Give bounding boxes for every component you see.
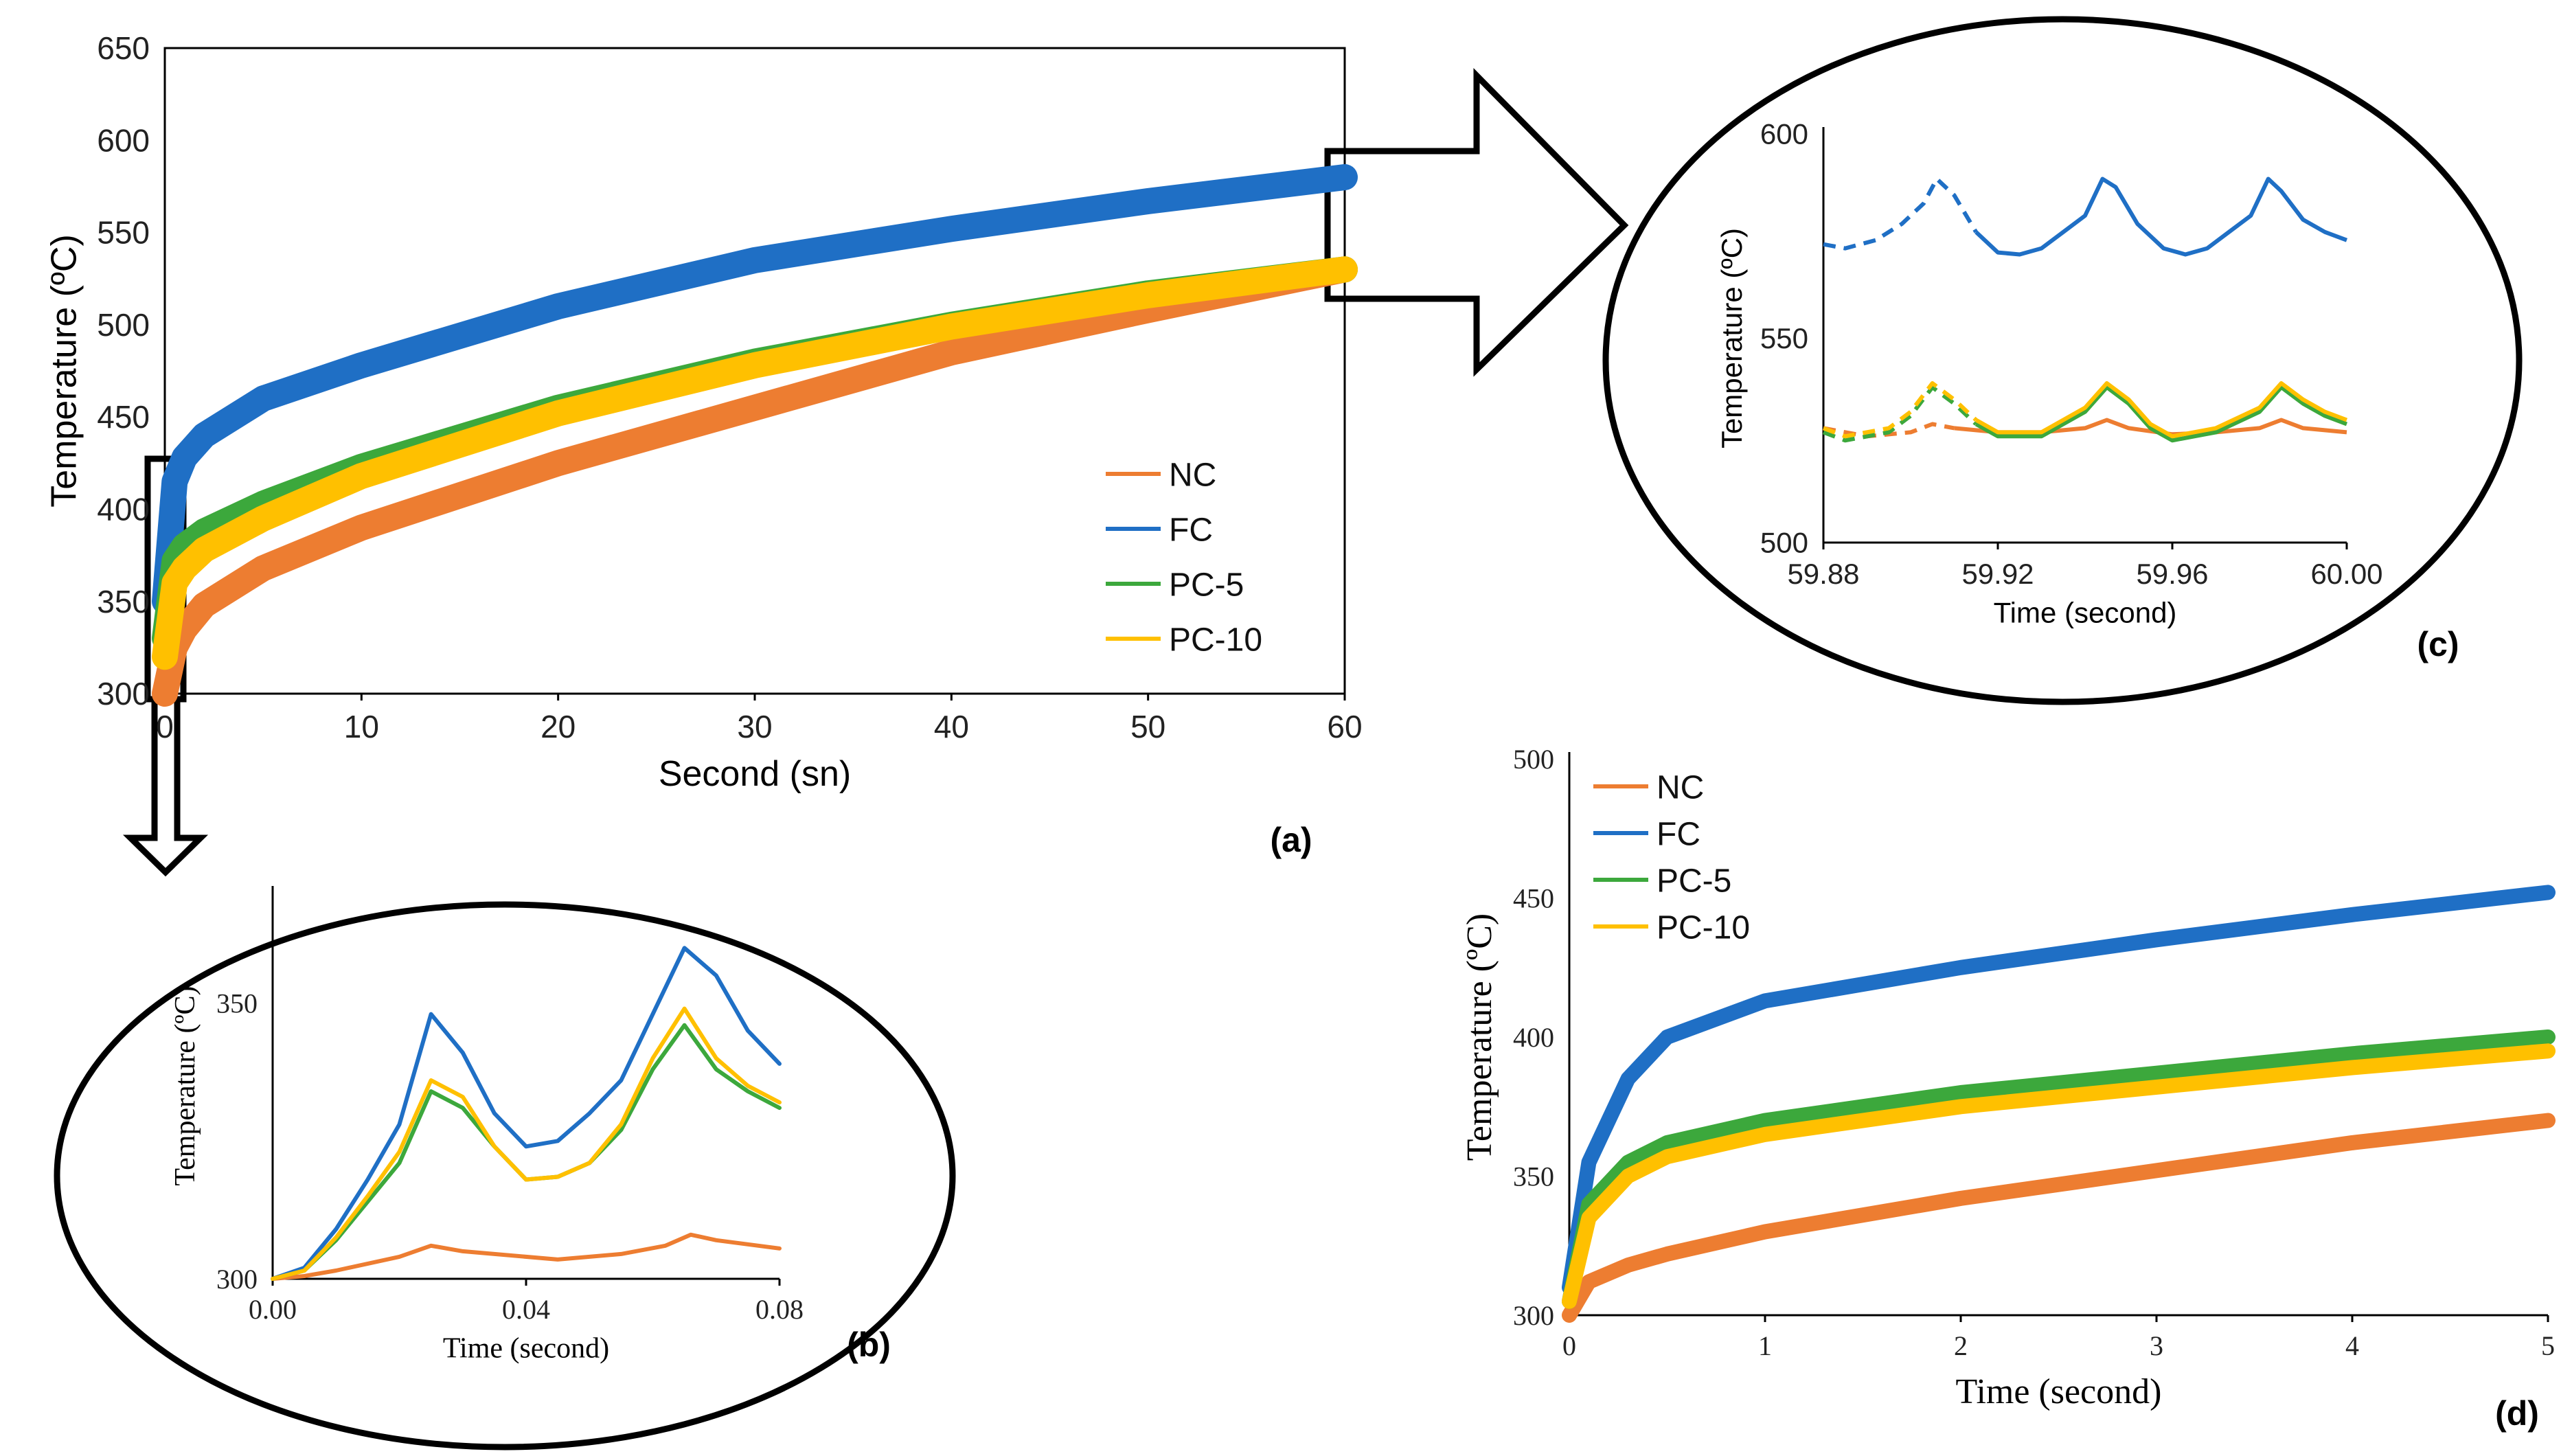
series-line-pc-5 — [1562, 1030, 2556, 1309]
chart-panel-d: 0 1 2 3 4 5 300 350 400 450 500 Time (second) Temper… — [1460, 744, 2556, 1433]
chart-panel-b: 0.00 0.04 0.08 300 350 Time (second) Temperatu… — [170, 886, 891, 1365]
zoom-ellipse-c — [1602, 16, 2523, 705]
series-line-pc-5 — [152, 256, 1358, 652]
legend-label-pc-5: PC-5 — [1169, 567, 1244, 603]
x-tick-label: 30 — [737, 709, 772, 744]
y-tick-label: 600 — [97, 122, 150, 158]
series-line-fc — [152, 164, 1358, 615]
series-line-fc — [271, 946, 782, 1281]
legend-label-fc: FC — [1657, 816, 1700, 852]
x-tick-label: 59.88 — [1787, 558, 1859, 590]
chart-panel-c: 59.88 59.92 59.96 60.00 500 550 600 Time (secon… — [1716, 118, 2459, 663]
x-tick-label: 0.04 — [502, 1294, 550, 1325]
zoom-arrow-down — [122, 696, 209, 877]
panel-label: (c) — [2417, 625, 2459, 663]
y-tick-label: 550 — [97, 215, 150, 251]
y-axis-label: Temperature (ºC) — [170, 986, 201, 1185]
series-line-pc-10 — [271, 1006, 782, 1281]
y-tick-label: 600 — [1760, 118, 1808, 150]
y-tick-label: 500 — [1760, 527, 1808, 559]
y-tick-label: 300 — [97, 676, 150, 712]
x-tick-label: 0.08 — [755, 1294, 804, 1325]
x-tick-label: 40 — [934, 709, 969, 744]
x-tick-label: 4 — [2345, 1330, 2359, 1361]
panel-label: (a) — [1270, 821, 1312, 859]
zoom-indicators — [54, 16, 2523, 1451]
series-line-fc — [1562, 885, 2556, 1295]
series-line-pc-10 — [1562, 1043, 2556, 1309]
x-tick-label: 0 — [156, 709, 174, 744]
series-line-nc — [1562, 1113, 2556, 1323]
x-tick-label: 60.00 — [2310, 558, 2382, 590]
y-tick-label: 400 — [97, 492, 150, 527]
x-tick-label: 59.96 — [2136, 558, 2208, 590]
y-tick-label: 300 — [216, 1264, 258, 1295]
y-tick-label: 350 — [97, 584, 150, 619]
x-tick-label: 60 — [1327, 709, 1362, 744]
y-tick-label: 350 — [1513, 1161, 1554, 1192]
x-axis-label: Time (second) — [1956, 1372, 2162, 1411]
y-tick-label: 400 — [1513, 1022, 1554, 1053]
y-tick-label: 650 — [97, 30, 150, 66]
y-tick-label: 500 — [1513, 744, 1554, 775]
x-tick-label: 0 — [1562, 1330, 1576, 1361]
series-line-fc — [1974, 177, 2348, 257]
series-line-pc-10 — [152, 256, 1358, 670]
y-axis-label: Temperature (ºC) — [44, 234, 84, 508]
series-line-nc — [152, 256, 1358, 707]
x-axis-label: Time (second) — [443, 1333, 609, 1365]
series-line-pc-5-dashed — [1822, 385, 1978, 443]
series-line-fc-dashed — [1823, 177, 1978, 251]
x-axis-label: Time (second) — [1994, 597, 2177, 629]
y-tick-label: 450 — [1513, 883, 1554, 914]
y-axis-label: Temperature (ºC) — [1716, 228, 1748, 448]
zoom-arrow-right — [1324, 68, 1629, 377]
series-line-pc-10-dashed — [1822, 381, 1978, 439]
x-tick-label: 10 — [344, 709, 379, 744]
x-tick-label: 20 — [540, 709, 576, 744]
x-tick-label: 1 — [1758, 1330, 1772, 1361]
x-tick-label: 2 — [1954, 1330, 1968, 1361]
x-tick-label: 3 — [2150, 1330, 2163, 1361]
y-tick-label: 350 — [216, 988, 258, 1019]
chart-panel-a: 0 10 20 30 40 50 60 300 350 400 450 500 550 600 650 Sec… — [44, 30, 1362, 859]
series-line-pc-5 — [1974, 385, 2348, 443]
x-tick-label: 59.92 — [1961, 558, 2034, 590]
x-tick-label: 5 — [2541, 1330, 2555, 1361]
x-axis-label: Second (sn) — [659, 754, 851, 794]
legend-label-fc: FC — [1169, 512, 1213, 548]
zoom-ellipse-b — [54, 901, 956, 1451]
y-tick-label: 300 — [1513, 1300, 1554, 1331]
y-tick-label: 500 — [97, 307, 150, 343]
legend-label-pc-10: PC-10 — [1169, 622, 1262, 658]
legend-label-nc: NC — [1657, 769, 1704, 806]
panel-label: (d) — [2495, 1394, 2539, 1433]
x-tick-label: 50 — [1130, 709, 1165, 744]
y-tick-label: 450 — [97, 399, 150, 435]
legend-label-pc-10: PC-10 — [1657, 909, 1750, 946]
legend-label-nc: NC — [1169, 457, 1216, 493]
series-line-pc-10 — [1974, 381, 2348, 439]
legend-label-pc-5: PC-5 — [1657, 863, 1731, 899]
series-line-nc — [271, 1232, 782, 1281]
y-axis-label: Temperature (ºC) — [1460, 913, 1499, 1161]
x-tick-label: 0.00 — [249, 1294, 297, 1325]
panel-label: (b) — [847, 1326, 891, 1364]
y-tick-label: 550 — [1760, 322, 1808, 354]
